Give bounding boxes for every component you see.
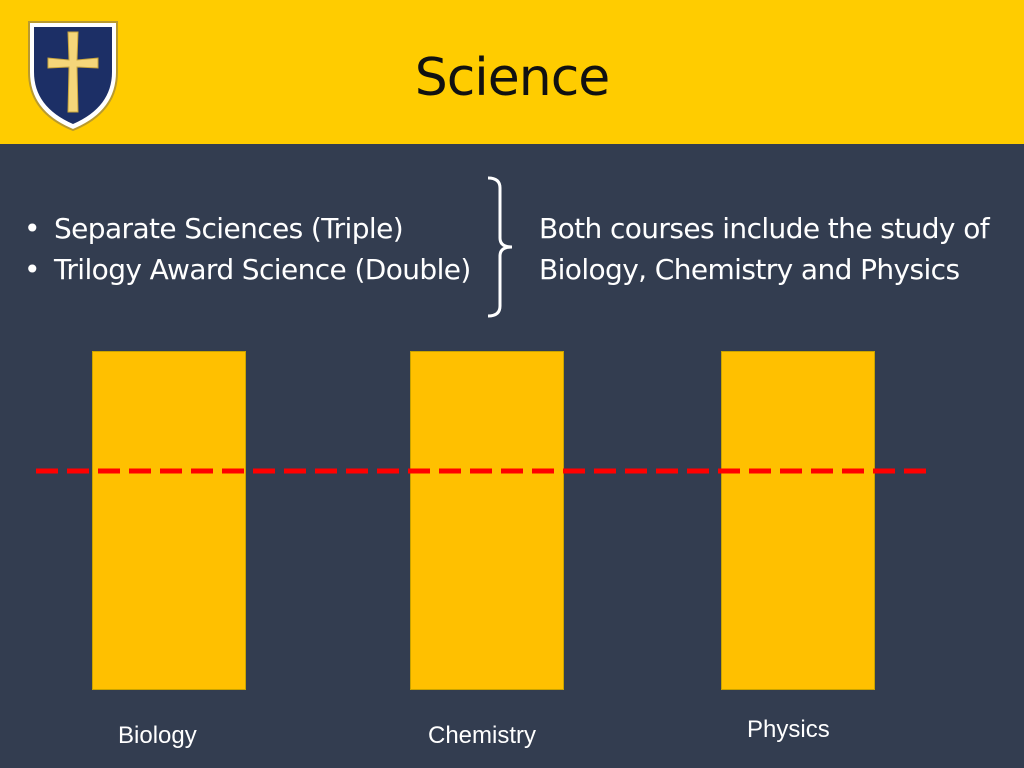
course-list: • Separate Sciences (Triple) • Trilogy A… <box>24 208 471 290</box>
bullet-icon: • <box>24 212 41 245</box>
subject-bar-physics <box>721 351 875 690</box>
subject-bar-chemistry <box>410 351 564 690</box>
right-brace-icon <box>487 176 513 318</box>
subject-label-biology: Biology <box>118 722 197 749</box>
list-item: • Trilogy Award Science (Double) <box>24 249 471 290</box>
course-triple: Separate Sciences (Triple) <box>54 212 404 245</box>
subject-label-physics: Physics <box>747 716 830 743</box>
school-crest-icon <box>28 21 118 132</box>
header-bar: Science <box>0 0 1024 144</box>
note-line-1: Both courses include the study of <box>539 212 990 245</box>
red-dashed-line <box>36 468 928 474</box>
note-line-2: Biology, Chemistry and Physics <box>539 253 960 286</box>
course-double: Trilogy Award Science (Double) <box>54 253 471 286</box>
page-title: Science <box>414 48 611 108</box>
list-item: • Separate Sciences (Triple) <box>24 208 471 249</box>
bullet-icon: • <box>24 253 41 286</box>
subject-bar-biology <box>92 351 246 690</box>
courses-note: Both courses include the study of Biolog… <box>539 208 990 290</box>
subject-label-chemistry: Chemistry <box>428 722 537 749</box>
